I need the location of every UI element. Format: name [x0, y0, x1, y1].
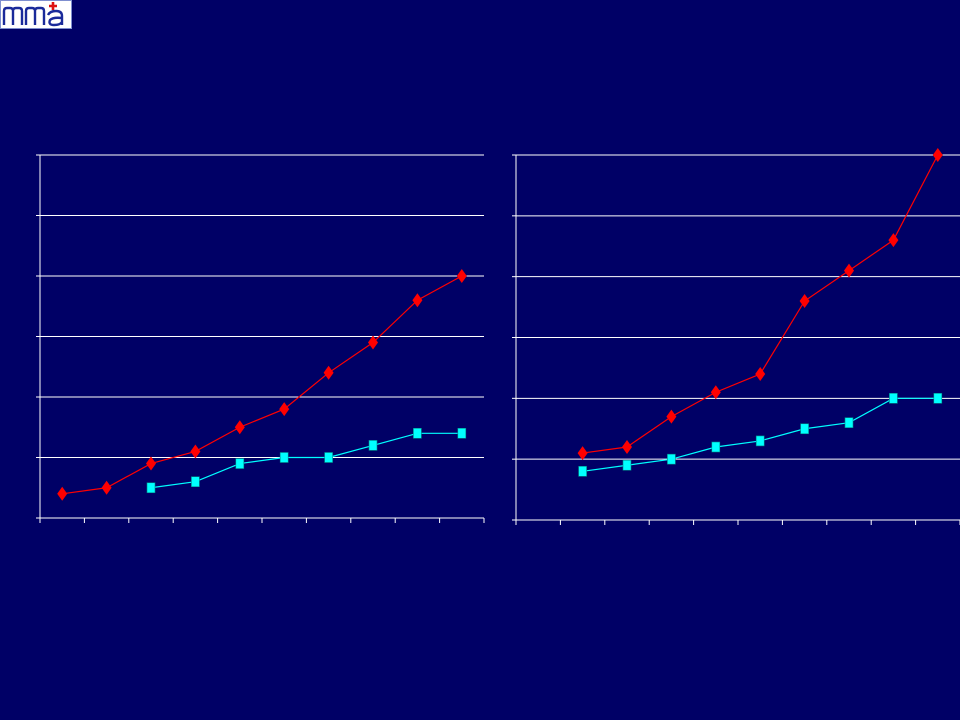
data-point-diamond: [710, 385, 721, 400]
data-point-diamond: [323, 365, 334, 380]
logo-letter-m2: [24, 6, 46, 25]
chart-left: [36, 154, 485, 523]
data-point-square: [755, 435, 765, 447]
series-line-1: [582, 397, 938, 472]
data-point-square: [191, 476, 200, 488]
series-line-1: [150, 432, 462, 489]
data-point-square: [933, 393, 943, 404]
data-point-diamond: [279, 402, 290, 417]
data-point-diamond: [888, 233, 899, 248]
logo-letter-a: [46, 9, 64, 27]
data-point-diamond: [666, 409, 677, 424]
data-point-square: [889, 393, 898, 404]
data-point-diamond: [234, 420, 245, 435]
data-point-diamond: [755, 367, 766, 381]
logo-letter-m1: [2, 6, 24, 25]
logo: [0, 0, 72, 29]
data-point-diamond: [932, 148, 943, 162]
data-point-square: [368, 440, 378, 451]
data-point-diamond: [368, 335, 378, 350]
data-point-square: [844, 417, 854, 428]
series-line-0: [582, 154, 939, 454]
data-point-square: [235, 458, 245, 469]
data-point-diamond: [57, 486, 68, 501]
data-point-diamond: [146, 456, 156, 471]
data-point-diamond: [844, 263, 854, 278]
data-point-square: [457, 427, 467, 439]
data-point-square: [146, 482, 156, 494]
data-point-diamond: [456, 269, 467, 283]
data-point-diamond: [190, 444, 201, 459]
data-point-square: [667, 453, 676, 465]
data-point-square: [324, 452, 333, 463]
data-point-square: [578, 466, 587, 477]
data-point-diamond: [101, 480, 112, 495]
data-point-square: [413, 427, 422, 439]
series-line-0: [62, 275, 463, 495]
data-point-square: [279, 452, 289, 463]
chart-right: [512, 148, 960, 525]
data-point-diamond: [577, 446, 588, 461]
data-point-square: [711, 441, 721, 453]
data-point-square: [622, 459, 632, 471]
data-point-diamond: [799, 294, 810, 308]
data-point-diamond: [412, 293, 423, 308]
data-point-square: [800, 423, 809, 435]
logo-mark: [2, 2, 64, 27]
logo-cross: [49, 2, 57, 10]
data-point-diamond: [622, 440, 632, 454]
